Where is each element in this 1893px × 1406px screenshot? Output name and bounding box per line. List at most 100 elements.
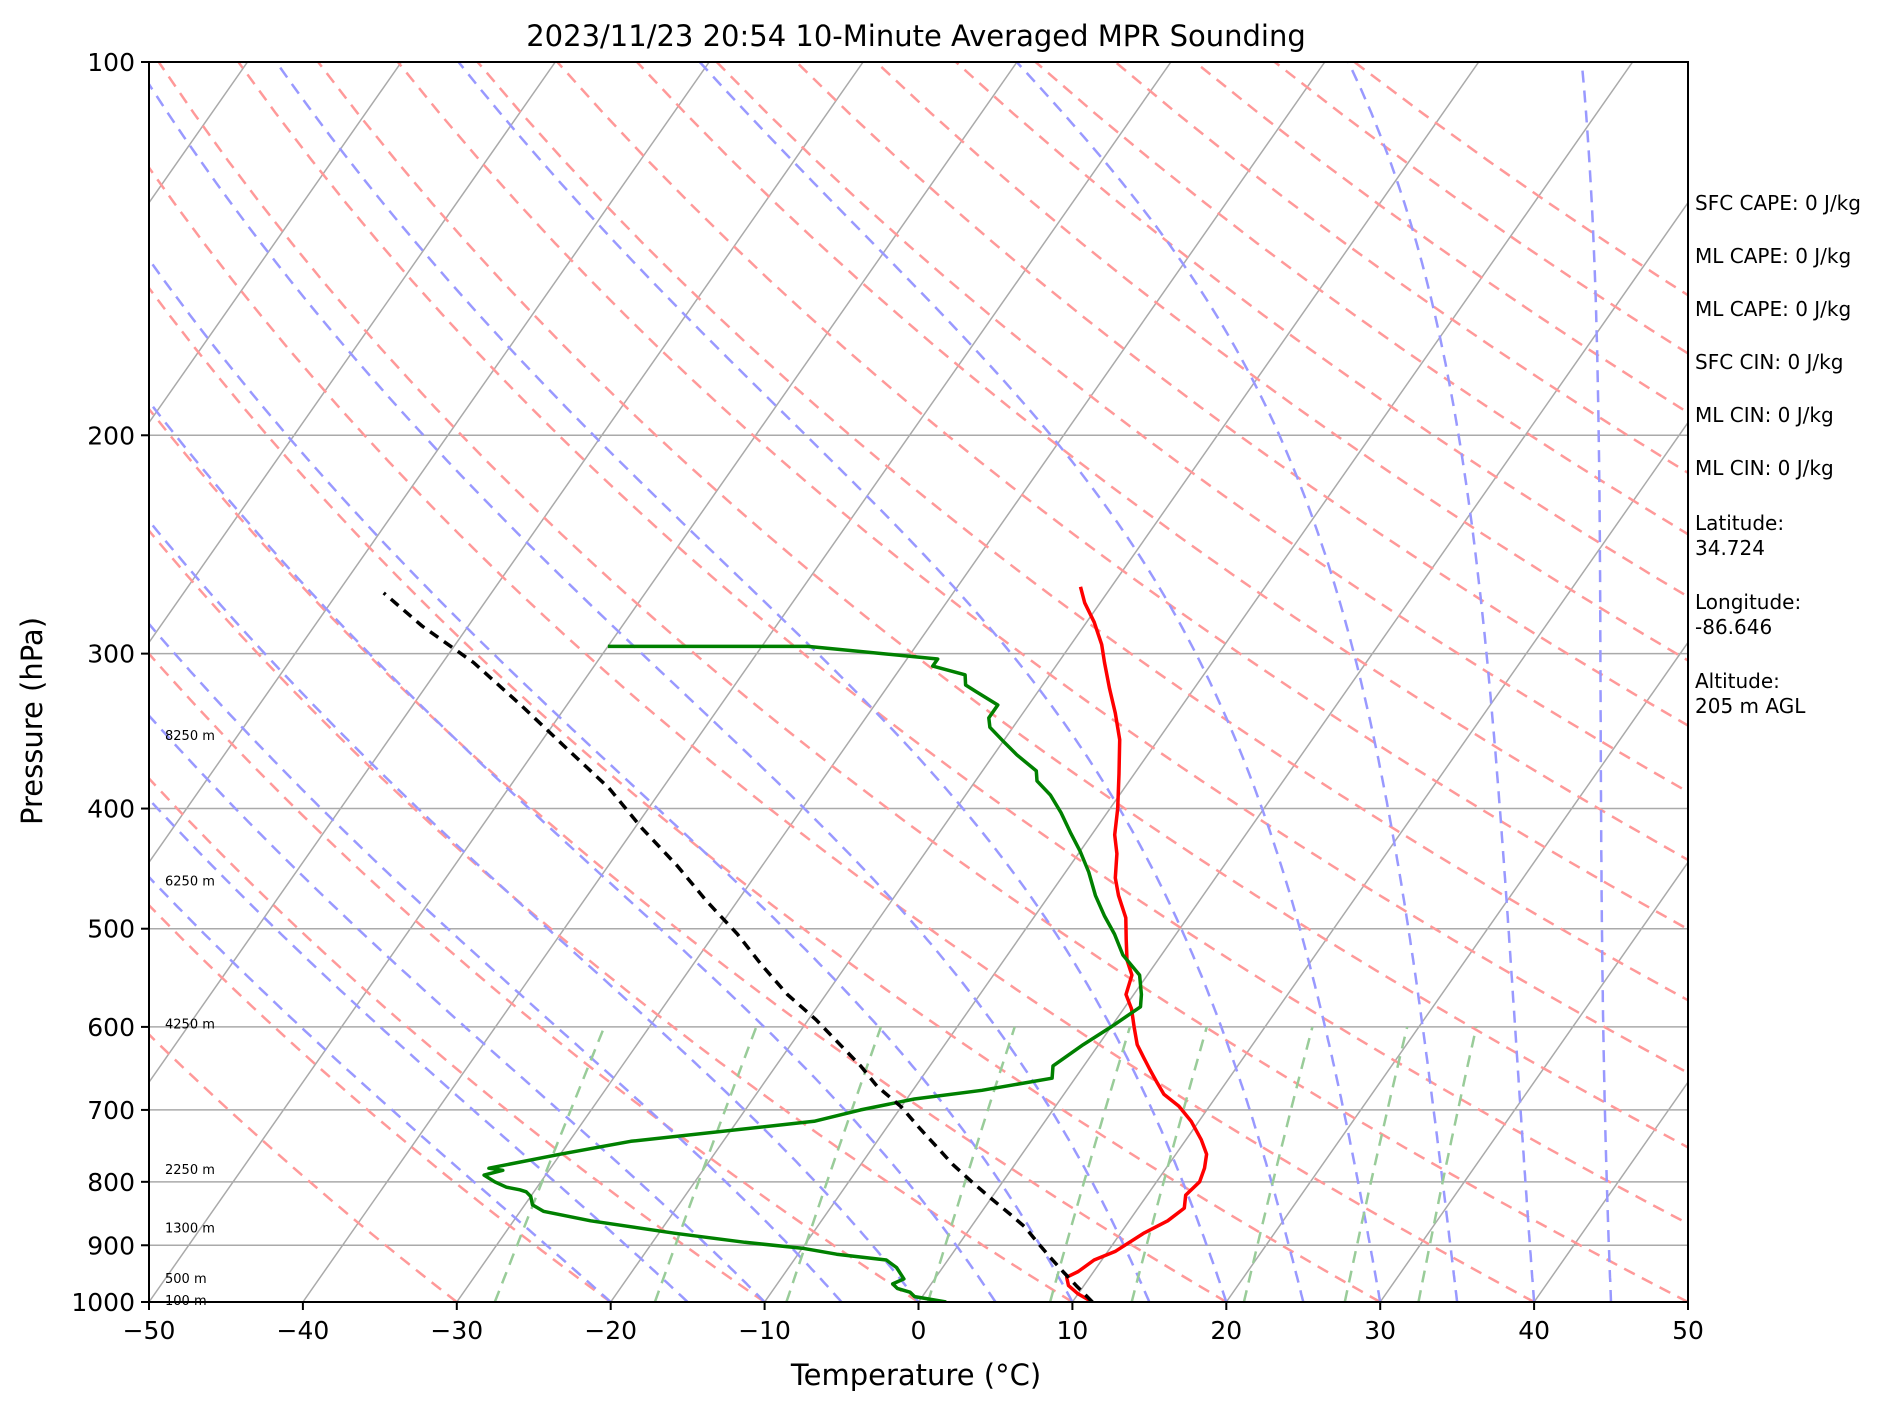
height-label: 6250 m xyxy=(165,874,215,889)
longitude-value: -86.646 xyxy=(1695,615,1772,639)
y-tick-label: 100 xyxy=(87,48,135,77)
x-tick-label: −50 xyxy=(123,1316,176,1345)
moist-adiabat-line xyxy=(149,518,920,1302)
moist-adiabat-line xyxy=(149,622,843,1302)
dry-adiabat-line xyxy=(157,62,1688,1302)
height-label: 8250 m xyxy=(165,729,215,744)
mixing-ratio-line xyxy=(1417,1026,1478,1302)
y-tick-label: 1000 xyxy=(71,1288,135,1317)
latitude-label: Latitude: xyxy=(1695,511,1784,535)
x-tick-label: −10 xyxy=(738,1316,791,1345)
dry-adiabat-line xyxy=(317,62,1688,1149)
parcel-profile xyxy=(382,591,1094,1302)
height-label: 4250 m xyxy=(165,1017,215,1032)
y-axis-label: Pressure (hPa) xyxy=(15,617,49,825)
y-tick-label: 900 xyxy=(87,1231,135,1260)
mixing-ratio-line xyxy=(1048,1026,1132,1302)
y-tick-label: 800 xyxy=(87,1168,135,1197)
y-tick-label: 500 xyxy=(87,915,135,944)
x-tick-label: 0 xyxy=(911,1316,927,1345)
moist-adiabat-line xyxy=(1015,62,1459,1302)
dry-adiabat-line xyxy=(149,903,612,1302)
moist-adiabat-line xyxy=(149,875,612,1302)
index-sfc-cin: SFC CIN: 0 J/kg xyxy=(1695,350,1843,374)
x-tick-label: −30 xyxy=(430,1316,483,1345)
moist-adiabat-line xyxy=(149,81,1151,1302)
isotherm-line xyxy=(149,62,1018,1302)
dry-adiabat-line xyxy=(149,776,766,1302)
moist-adiabat-line xyxy=(149,713,766,1302)
index-sfc-cape: SFC CAPE: 0 J/kg xyxy=(1695,191,1861,215)
height-label: 2250 m xyxy=(165,1163,215,1178)
x-tick-label: −20 xyxy=(584,1316,637,1345)
mixing-ratio-line xyxy=(653,1026,758,1302)
y-tick-label: 300 xyxy=(87,640,135,669)
x-tick-label: 30 xyxy=(1364,1316,1396,1345)
dry-adiabat-line xyxy=(149,407,1227,1302)
temperature-profile xyxy=(1064,586,1209,1302)
altitude-value: 205 m AGL xyxy=(1695,694,1806,718)
isotherm-line xyxy=(1225,641,1688,1302)
sounding-series xyxy=(382,586,1209,1302)
longitude-label: Longitude: xyxy=(1695,590,1801,614)
isotherm-line xyxy=(1379,860,1688,1302)
dry-adiabat-line xyxy=(875,62,1688,662)
x-tick-label: 20 xyxy=(1210,1316,1242,1345)
isotherm-line xyxy=(610,62,1480,1302)
isotherm-line xyxy=(149,62,864,1084)
moist-adiabat-line xyxy=(149,399,997,1302)
index-ml-cin-2: ML CIN: 0 J/kg xyxy=(1695,456,1834,480)
mixing-ratio-line xyxy=(493,1026,606,1302)
mixing-ratio-line xyxy=(1343,1026,1409,1302)
x-tick-label: 10 xyxy=(1056,1316,1088,1345)
index-ml-cape-2: ML CAPE: 0 J/kg xyxy=(1695,297,1851,321)
index-ml-cape-1: ML CAPE: 0 J/kg xyxy=(1695,244,1851,268)
moist-adiabat-line xyxy=(1580,62,1613,1302)
y-tick-label: 400 xyxy=(87,795,135,824)
y-tick-label: 700 xyxy=(87,1096,135,1125)
x-axis-label: Temperature (°C) xyxy=(790,1358,1041,1392)
sounding-info-panel: SFC CAPE: 0 J/kg ML CAPE: 0 J/kg ML CAPE… xyxy=(1695,191,1861,718)
latitude-value: 34.724 xyxy=(1695,536,1765,560)
dry-adiabat-line xyxy=(237,62,1688,1226)
mixing-ratio-line xyxy=(1130,1026,1209,1302)
mixing-ratio-line xyxy=(785,1026,883,1302)
moist-adiabat-line xyxy=(149,257,1074,1302)
x-tick-label: 50 xyxy=(1672,1316,1704,1345)
plot-frame xyxy=(148,61,1689,1303)
mixing-ratio-line xyxy=(1242,1026,1314,1302)
isotherm-line xyxy=(456,62,1326,1302)
dewpoint-profile xyxy=(482,644,1144,1302)
height-label: 500 m xyxy=(165,1272,207,1287)
dry-adiabat-line xyxy=(795,62,1688,727)
mixing-ratio-line xyxy=(926,1026,1016,1302)
isotherm-line xyxy=(149,62,556,644)
isotherm-line xyxy=(149,62,403,424)
x-tick-label: 40 xyxy=(1518,1316,1550,1345)
dry-adiabat-line xyxy=(396,62,1688,1075)
y-tick-label: 600 xyxy=(87,1013,135,1042)
chart-title: 2023/11/23 20:54 10-Minute Averaged MPR … xyxy=(526,19,1306,53)
background-lines xyxy=(149,62,1688,1302)
dry-adiabat-line xyxy=(149,651,920,1302)
isotherm-line xyxy=(917,201,1688,1302)
dry-adiabat-line xyxy=(149,165,1535,1302)
height-label: 1300 m xyxy=(165,1222,215,1237)
moist-adiabat-line xyxy=(1347,62,1536,1302)
dry-adiabat-line xyxy=(149,1032,458,1302)
altitude-label: Altitude: xyxy=(1695,669,1780,693)
isotherm-line xyxy=(149,62,710,864)
index-ml-cin-1: ML CIN: 0 J/kg xyxy=(1695,403,1834,427)
isotherm-line xyxy=(1533,1080,1688,1302)
moist-adiabat-line xyxy=(149,797,689,1302)
dry-adiabat-line xyxy=(556,62,1688,931)
isotherm-line xyxy=(1071,421,1688,1302)
dry-adiabat-line xyxy=(149,528,1074,1302)
y-axis: 100 200 300 400 500 600 700 800 900 1000 xyxy=(71,48,149,1317)
dry-adiabat-line xyxy=(149,286,1381,1302)
isotherm-line xyxy=(763,62,1634,1302)
moist-adiabat-line xyxy=(457,62,1305,1302)
y-tick-label: 200 xyxy=(87,421,135,450)
